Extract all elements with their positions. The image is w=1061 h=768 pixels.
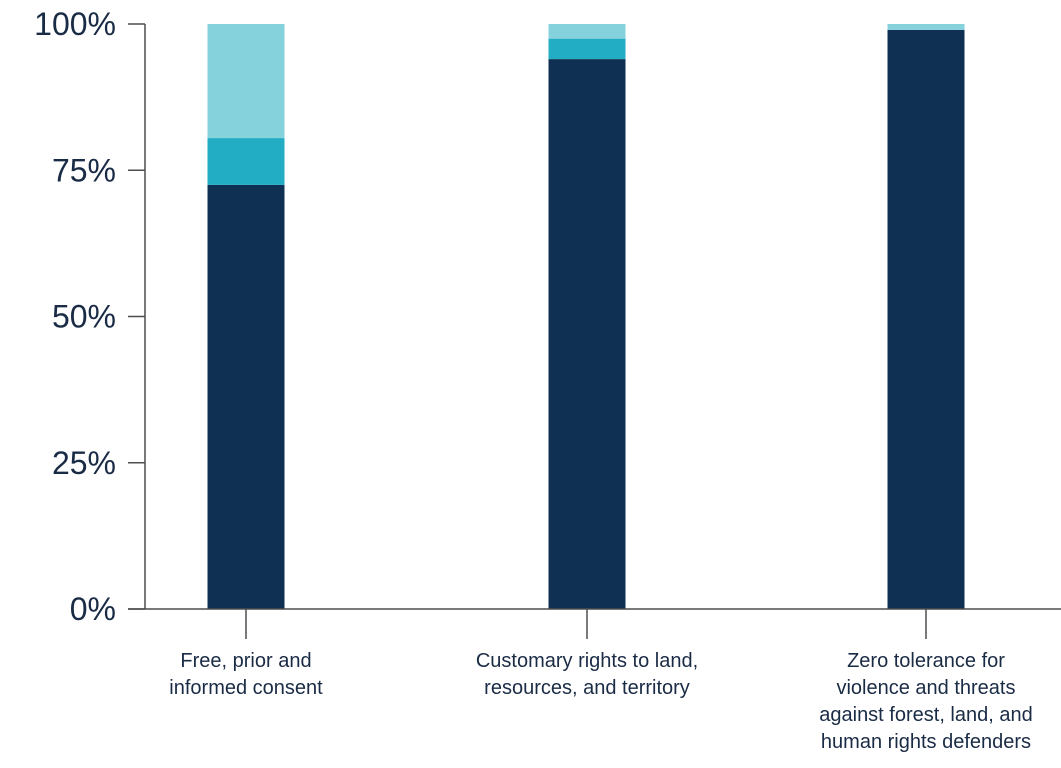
axes-layer [128,23,1061,639]
y-tick-label-50: 50% [52,299,116,335]
x-category-label-1-line-2: informed consent [169,677,323,699]
bar-segment-cat2-series3 [548,24,626,39]
labels-layer: 0% 25% 50% 75% 100% Free, prior and informed c… [34,6,1033,753]
bar-segment-cat3-series1 [887,29,965,610]
x-category-label-2: Customary rights to land, resources, and … [476,650,698,699]
x-category-label-1: Free, prior and informed consent [169,650,323,699]
bars-layer [207,24,965,610]
x-category-label-2-line-2: resources, and territory [484,677,690,699]
bar-segment-cat2-series2 [548,38,626,60]
y-tick-label-0: 0% [70,591,116,627]
x-category-label-3-line-2: violence and threats [836,677,1015,699]
bar-segment-cat1-series2 [207,138,285,185]
bar-segment-cat3-series3 [887,24,965,30]
y-tick-label-100: 100% [34,6,116,42]
bar-segment-cat1-series1 [207,184,285,609]
y-tick-label-75: 75% [52,152,116,188]
bar-segment-cat2-series1 [548,59,626,610]
x-category-label-2-line-1: Customary rights to land, [476,650,698,672]
x-category-label-3-line-4: human rights defenders [821,731,1031,753]
x-category-label-1-line-1: Free, prior and [180,650,311,672]
y-tick-label-25: 25% [52,445,116,481]
x-category-label-3-line-1: Zero tolerance for [847,650,1005,672]
x-category-label-3: Zero tolerance for violence and threats ag… [819,650,1032,753]
bar-segment-cat1-series3 [207,24,285,139]
x-category-label-3-line-3: against forest, land, and [819,704,1032,726]
